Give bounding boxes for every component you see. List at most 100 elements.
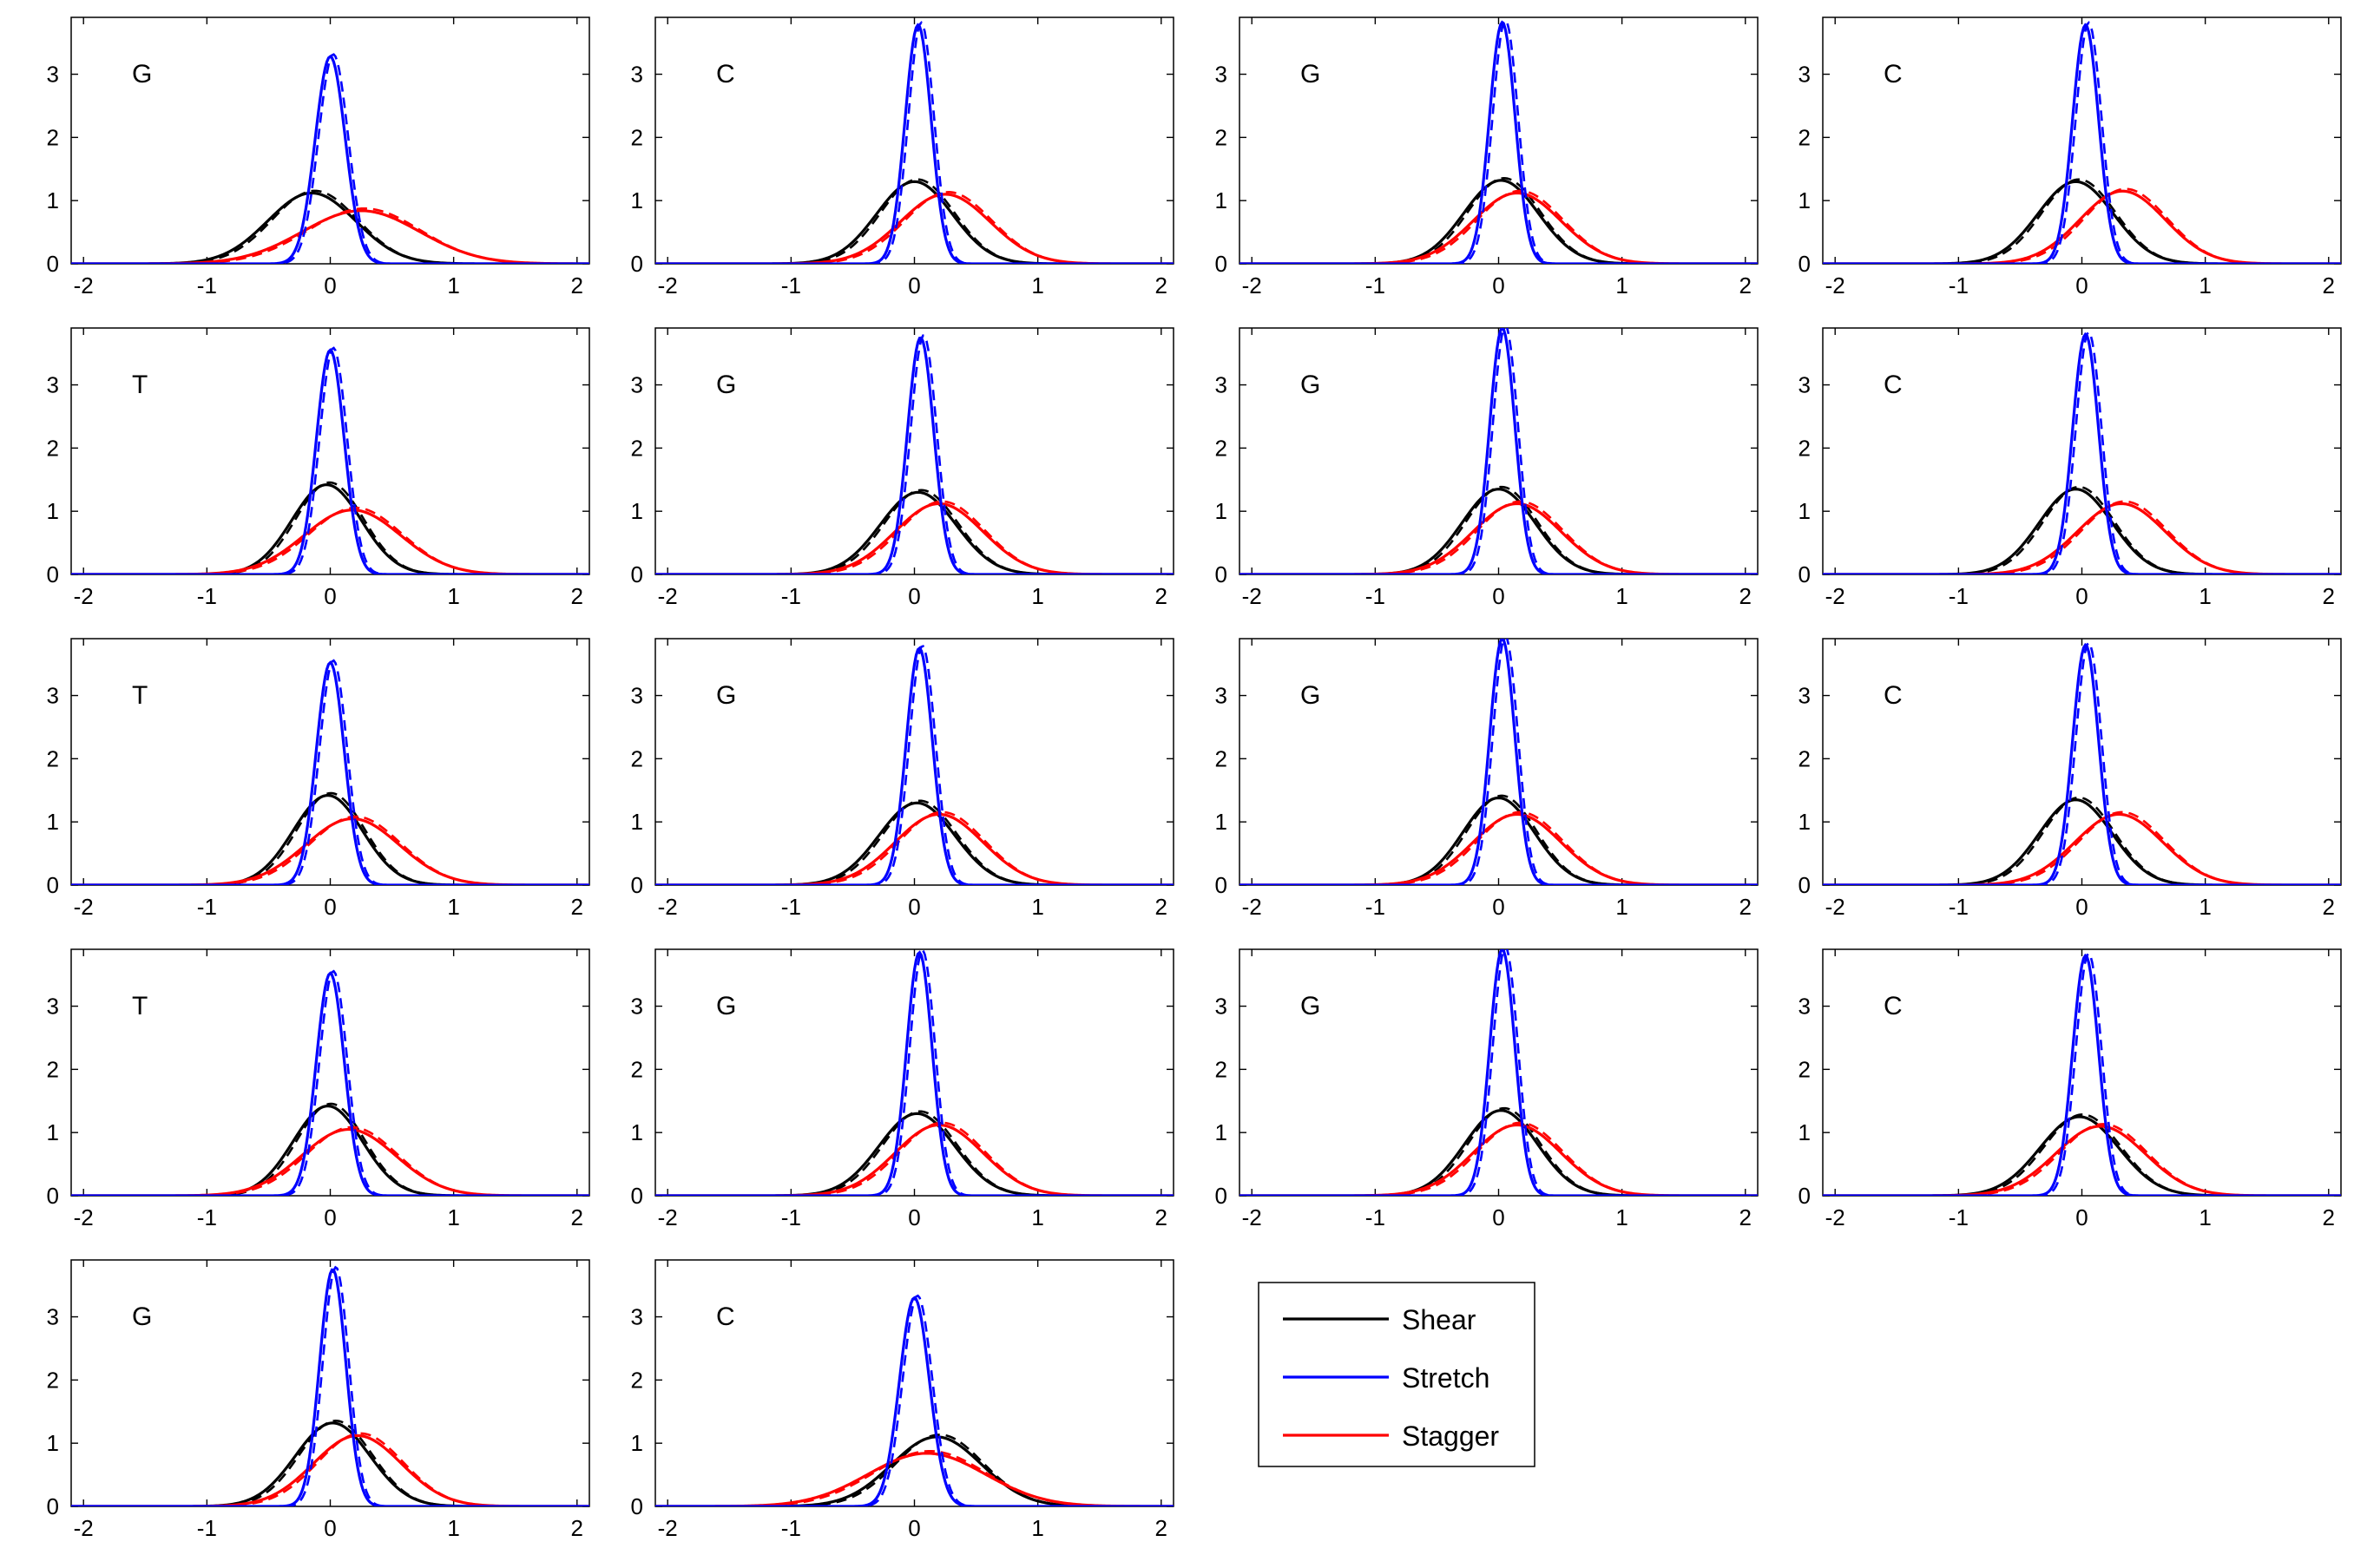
x-tick-label: 2 <box>2323 894 2335 920</box>
shear-curve-primary <box>655 801 1174 885</box>
x-tick-label: -1 <box>781 583 801 609</box>
x-tick-label: 1 <box>447 1515 459 1541</box>
axes-box <box>70 638 590 886</box>
stretch-curve-primary <box>655 646 1174 885</box>
x-tick-label: -2 <box>658 1204 678 1230</box>
y-tick-label: 3 <box>1215 683 1227 709</box>
x-tick-label: 0 <box>324 894 336 920</box>
panel-16: -2 -1 0 1 2 0 1 2 3 C <box>1798 948 2342 1230</box>
y-tick-label: 3 <box>1798 994 1811 1020</box>
y-tick-label: 1 <box>1215 187 1227 213</box>
curves <box>1823 330 2341 574</box>
x-tick-label: -2 <box>1825 272 1845 299</box>
y-tick-label: 0 <box>1798 1183 1811 1209</box>
y-tick-label: 2 <box>47 124 59 150</box>
x-tick-label: 2 <box>2323 1204 2335 1230</box>
x-tick-label: 2 <box>571 1515 583 1541</box>
x-tick-label: 1 <box>1031 1515 1043 1541</box>
stretch-curve-primary <box>71 660 589 885</box>
panel-letter: T <box>132 992 148 1020</box>
x-tick-label: -1 <box>1365 583 1385 609</box>
shear-curve-primary <box>71 1105 589 1196</box>
x-tick-label: 2 <box>1155 272 1167 299</box>
x-tick-label: 1 <box>1031 894 1043 920</box>
y-tick-label: 2 <box>631 124 643 150</box>
x-tick-label: 0 <box>1492 1204 1504 1230</box>
panel-14: -2 -1 0 1 2 0 1 2 3 G <box>631 948 1174 1230</box>
x-tick-label: 1 <box>447 894 459 920</box>
stretch-curve-secondary <box>655 1294 1174 1506</box>
curves <box>1239 18 1758 264</box>
x-tick-label: 1 <box>1615 1204 1627 1230</box>
panel-letter: G <box>1300 992 1320 1020</box>
y-tick-label: 1 <box>631 1119 643 1145</box>
x-tick-label: -2 <box>658 272 678 299</box>
y-tick-label: 1 <box>47 498 59 524</box>
panel-6: -2 -1 0 1 2 0 1 2 3 G <box>631 327 1174 609</box>
x-tick-label: 1 <box>1031 1204 1043 1230</box>
x-tick-label: -2 <box>74 583 94 609</box>
panel-letter: T <box>132 681 148 710</box>
shear-curve-primary <box>655 1112 1174 1196</box>
panel-3: -2 -1 0 1 2 0 1 2 3 G <box>1215 16 1759 299</box>
y-tick-label: 0 <box>1215 872 1227 898</box>
y-tick-label: 2 <box>1215 124 1227 150</box>
panel-letter: G <box>1300 60 1320 89</box>
stretch-curve-primary <box>1823 331 2341 574</box>
x-tick-label: 0 <box>1492 272 1504 299</box>
x-tick-label: 1 <box>1615 894 1627 920</box>
x-tick-label: 1 <box>2199 272 2211 299</box>
y-tick-label: 3 <box>631 62 643 88</box>
x-tick-label: -2 <box>1825 1204 1845 1230</box>
x-tick-label: 1 <box>2199 583 2211 609</box>
x-tick-label: 0 <box>908 272 920 299</box>
y-tick-label: 0 <box>631 251 643 277</box>
panel-letter: G <box>716 992 736 1020</box>
x-tick-label: 0 <box>1492 583 1504 609</box>
x-tick-label: 0 <box>908 1204 920 1230</box>
y-tick-label: 1 <box>1215 809 1227 835</box>
y-tick-label: 3 <box>1798 683 1811 709</box>
legend-label-stretch: Stretch <box>1402 1362 1489 1394</box>
curves <box>1823 951 2341 1196</box>
x-tick-label: 1 <box>1031 583 1043 609</box>
panel-letter: C <box>1884 992 1903 1020</box>
y-tick-label: 2 <box>47 745 59 771</box>
y-tick-label: 1 <box>1798 498 1811 524</box>
shear-curve-primary <box>1823 798 2341 885</box>
x-tick-label: 1 <box>2199 894 2211 920</box>
axes-box <box>70 948 590 1197</box>
y-tick-label: 3 <box>1215 62 1227 88</box>
y-tick-label: 2 <box>47 435 59 461</box>
x-tick-label: 0 <box>2075 272 2088 299</box>
y-tick-label: 0 <box>1215 561 1227 587</box>
y-tick-label: 1 <box>47 1430 59 1456</box>
y-tick-label: 0 <box>1215 1183 1227 1209</box>
shear-curve-secondary <box>71 481 589 574</box>
panel-letter: C <box>716 1302 735 1331</box>
y-tick-label: 2 <box>631 435 643 461</box>
y-tick-label: 3 <box>1798 62 1811 88</box>
axes-box <box>654 1259 1174 1507</box>
y-tick-label: 1 <box>631 187 643 213</box>
x-tick-label: -1 <box>197 1515 217 1541</box>
stretch-curve-primary <box>1823 642 2341 885</box>
panels-group: -2 -1 0 1 2 0 1 2 3 G -2 -1 0 1 2 0 1 2 3 C -2 -1 0 1 2 0 1 2 3 G -2 -1… <box>47 16 2342 1541</box>
y-tick-label: 0 <box>631 872 643 898</box>
x-tick-label: 0 <box>908 583 920 609</box>
x-tick-label: 2 <box>2323 583 2335 609</box>
panel-1: -2 -1 0 1 2 0 1 2 3 G <box>47 16 590 299</box>
panel-8: -2 -1 0 1 2 0 1 2 3 C <box>1798 327 2342 609</box>
curves <box>1823 640 2341 885</box>
panel-letter: T <box>132 371 148 399</box>
panel-17: -2 -1 0 1 2 0 1 2 3 G <box>47 1259 590 1541</box>
shear-curve-primary <box>71 1421 589 1506</box>
x-tick-label: -1 <box>1949 583 1969 609</box>
x-tick-label: -1 <box>1949 1204 1969 1230</box>
panel-9: -2 -1 0 1 2 0 1 2 3 T <box>47 638 590 920</box>
y-tick-label: 3 <box>47 372 59 398</box>
panel-10: -2 -1 0 1 2 0 1 2 3 G <box>631 638 1174 920</box>
x-tick-label: -2 <box>1242 894 1262 920</box>
y-tick-label: 2 <box>631 745 643 771</box>
x-tick-label: -1 <box>781 894 801 920</box>
